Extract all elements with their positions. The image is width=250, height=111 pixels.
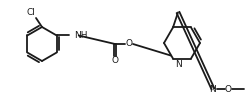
Text: N: N bbox=[175, 60, 182, 69]
Text: NH: NH bbox=[74, 31, 87, 40]
Text: O: O bbox=[126, 40, 132, 49]
Text: N: N bbox=[210, 84, 216, 93]
Text: Cl: Cl bbox=[26, 9, 36, 18]
Text: O: O bbox=[224, 84, 232, 93]
Text: O: O bbox=[112, 56, 118, 65]
